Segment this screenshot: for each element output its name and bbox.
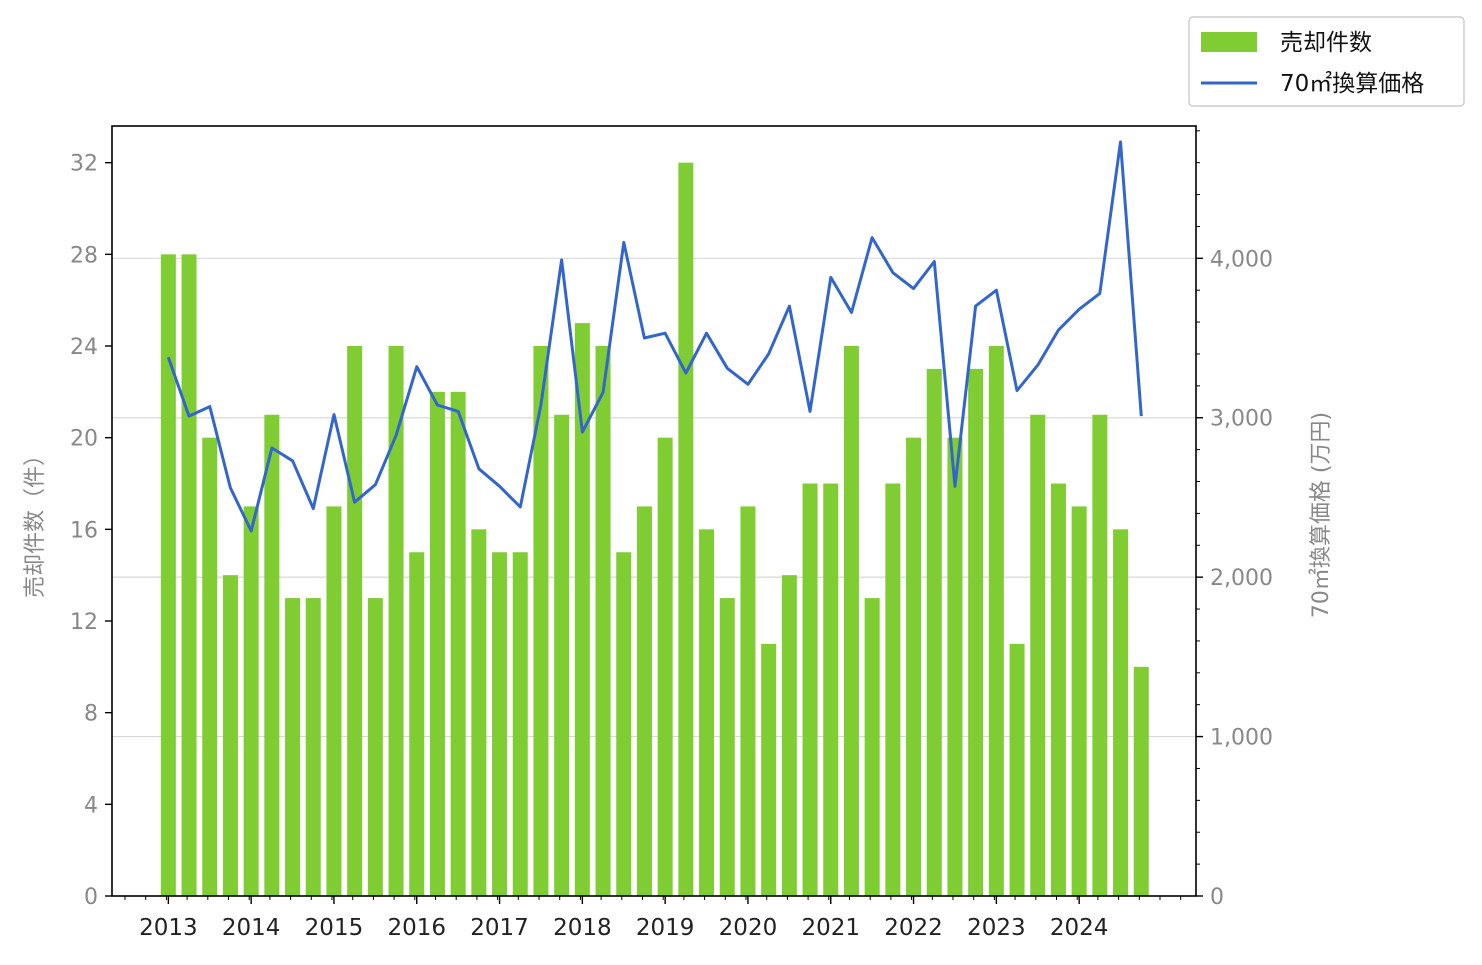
bar-2015Q1	[326, 506, 342, 896]
x-tick-label-2018: 2018	[553, 915, 612, 941]
bar-2019Q3	[699, 529, 715, 896]
x-tick-label-2020: 2020	[719, 915, 778, 941]
bar-2023Q1	[988, 346, 1004, 896]
bar-2014Q1	[243, 506, 259, 896]
bar-2016Q2	[429, 391, 445, 896]
y-right-tick-label-3: 3,000	[1210, 407, 1273, 432]
bar-2013Q3	[202, 437, 218, 896]
x-tick-label-2013: 2013	[139, 915, 198, 941]
bar-2020Q1	[740, 506, 756, 896]
y-left-tick-label-1: 4	[84, 793, 98, 818]
bar-2017Q1	[492, 552, 508, 896]
bar-2022Q3	[947, 437, 963, 896]
line-series	[166, 140, 1143, 533]
bar-2021Q1	[823, 483, 839, 896]
bar-series	[160, 162, 1149, 897]
y-left-tick-label-7: 28	[70, 243, 98, 268]
y-right-tick-label-4: 4,000	[1210, 247, 1273, 272]
y-axis-left-title: 売却件数（件）	[23, 444, 48, 598]
bar-2022Q1	[906, 437, 922, 896]
x-tick-label-2015: 2015	[305, 915, 364, 941]
x-tick-label-2021: 2021	[801, 915, 860, 941]
price-line	[166, 140, 1143, 533]
bar-2020Q4	[802, 483, 818, 896]
x-tick-label-2023: 2023	[967, 915, 1026, 941]
y-left-tick-label-6: 24	[70, 335, 98, 360]
y-axis-right-title: 70㎡換算価格 (万円)	[1308, 412, 1334, 618]
y-left-tick-label-0: 0	[84, 885, 98, 910]
bar-2024Q4	[1133, 666, 1149, 896]
bar-2020Q2	[761, 643, 777, 896]
bar-2020Q3	[781, 575, 797, 896]
plot-frame	[111, 125, 1197, 897]
legend-bar-label: 売却件数	[1280, 30, 1372, 56]
y-right-tick-label-0: 0	[1210, 885, 1224, 910]
bar-2015Q4	[388, 346, 404, 896]
x-tick-label-2017: 2017	[470, 915, 529, 941]
bar-2014Q3	[285, 598, 301, 896]
bar-2017Q4	[554, 414, 570, 896]
bar-2019Q1	[657, 437, 673, 896]
legend-line-label: 70㎡換算価格	[1280, 71, 1424, 97]
bar-2021Q4	[885, 483, 901, 896]
legend-bar-swatch	[1201, 32, 1257, 52]
bar-2018Q3	[616, 552, 632, 896]
x-tick-label-2016: 2016	[387, 915, 446, 941]
y-left-tick-label-3: 12	[70, 610, 98, 635]
x-tick-label-2022: 2022	[884, 915, 943, 941]
bar-2021Q3	[864, 598, 880, 896]
bar-2013Q1	[160, 254, 176, 897]
bar-2023Q3	[1030, 414, 1046, 896]
bar-2018Q2	[595, 346, 611, 896]
y-left-tick-label-8: 32	[70, 152, 98, 177]
bar-2016Q4	[471, 529, 487, 896]
x-tick-label-2024: 2024	[1050, 915, 1109, 941]
bar-2023Q2	[1009, 643, 1025, 896]
bar-2021Q2	[843, 346, 859, 896]
bar-2022Q2	[926, 368, 942, 897]
bar-2016Q1	[409, 552, 425, 896]
y-right-tick-label-2: 2,000	[1210, 566, 1273, 591]
bar-2015Q3	[367, 598, 383, 896]
bar-2013Q4	[222, 575, 238, 896]
x-tick-label-2014: 2014	[222, 915, 281, 941]
x-tick-label-2019: 2019	[636, 915, 695, 941]
bar-2019Q2	[678, 162, 694, 896]
bar-2017Q2	[512, 552, 528, 896]
y-left-tick-label-4: 16	[70, 518, 98, 543]
bar-2023Q4	[1050, 483, 1066, 896]
y-left-tick-label-5: 20	[70, 427, 98, 452]
bar-2013Q2	[181, 254, 197, 897]
bar-2016Q3	[450, 391, 466, 896]
bar-2018Q1	[574, 323, 590, 896]
y-left-tick-label-2: 8	[84, 702, 98, 727]
bar-2014Q2	[264, 414, 280, 896]
axis-ticks: 04812162024283201,0002,0003,0004,0002013…	[70, 130, 1273, 941]
bar-2022Q4	[968, 368, 984, 897]
bar-2024Q1	[1071, 506, 1087, 896]
bar-2019Q4	[719, 598, 735, 896]
bar-2017Q3	[533, 346, 549, 896]
bar-2015Q2	[347, 346, 363, 896]
bar-2014Q4	[305, 598, 321, 896]
legend: 売却件数 70㎡換算価格	[1188, 16, 1465, 107]
bar-2024Q2	[1092, 414, 1108, 896]
y-right-tick-label-1: 1,000	[1210, 726, 1273, 751]
legend-box	[1188, 16, 1465, 107]
bar-2024Q3	[1113, 529, 1129, 896]
bar-2018Q4	[636, 506, 652, 896]
